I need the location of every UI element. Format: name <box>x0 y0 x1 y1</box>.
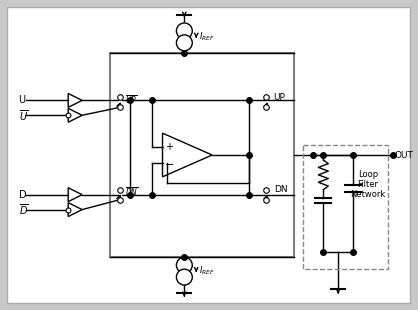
Text: $-$: $-$ <box>164 158 175 168</box>
Text: $\overline{DN}$: $\overline{DN}$ <box>125 187 138 199</box>
Text: $\overline{UP}$: $\overline{UP}$ <box>125 94 137 106</box>
Text: D: D <box>18 190 26 200</box>
Text: +: + <box>166 142 173 152</box>
Text: $I_{REF}$: $I_{REF}$ <box>199 265 215 277</box>
Text: DN: DN <box>274 185 287 194</box>
Circle shape <box>176 23 192 39</box>
Circle shape <box>176 269 192 285</box>
Bar <box>303 145 388 269</box>
Text: UP: UP <box>274 93 285 102</box>
Text: Filter: Filter <box>357 180 378 189</box>
Text: OUT: OUT <box>395 150 414 160</box>
Text: $I_{REF}$: $I_{REF}$ <box>199 31 215 43</box>
Circle shape <box>176 257 192 273</box>
Text: $\overline{D}$: $\overline{D}$ <box>18 202 28 217</box>
Text: U: U <box>18 95 25 105</box>
Bar <box>110 53 293 257</box>
Text: Loop: Loop <box>358 170 378 179</box>
Circle shape <box>176 35 192 51</box>
Text: $\overline{U}$: $\overline{U}$ <box>18 108 28 123</box>
Text: Network: Network <box>350 190 386 199</box>
